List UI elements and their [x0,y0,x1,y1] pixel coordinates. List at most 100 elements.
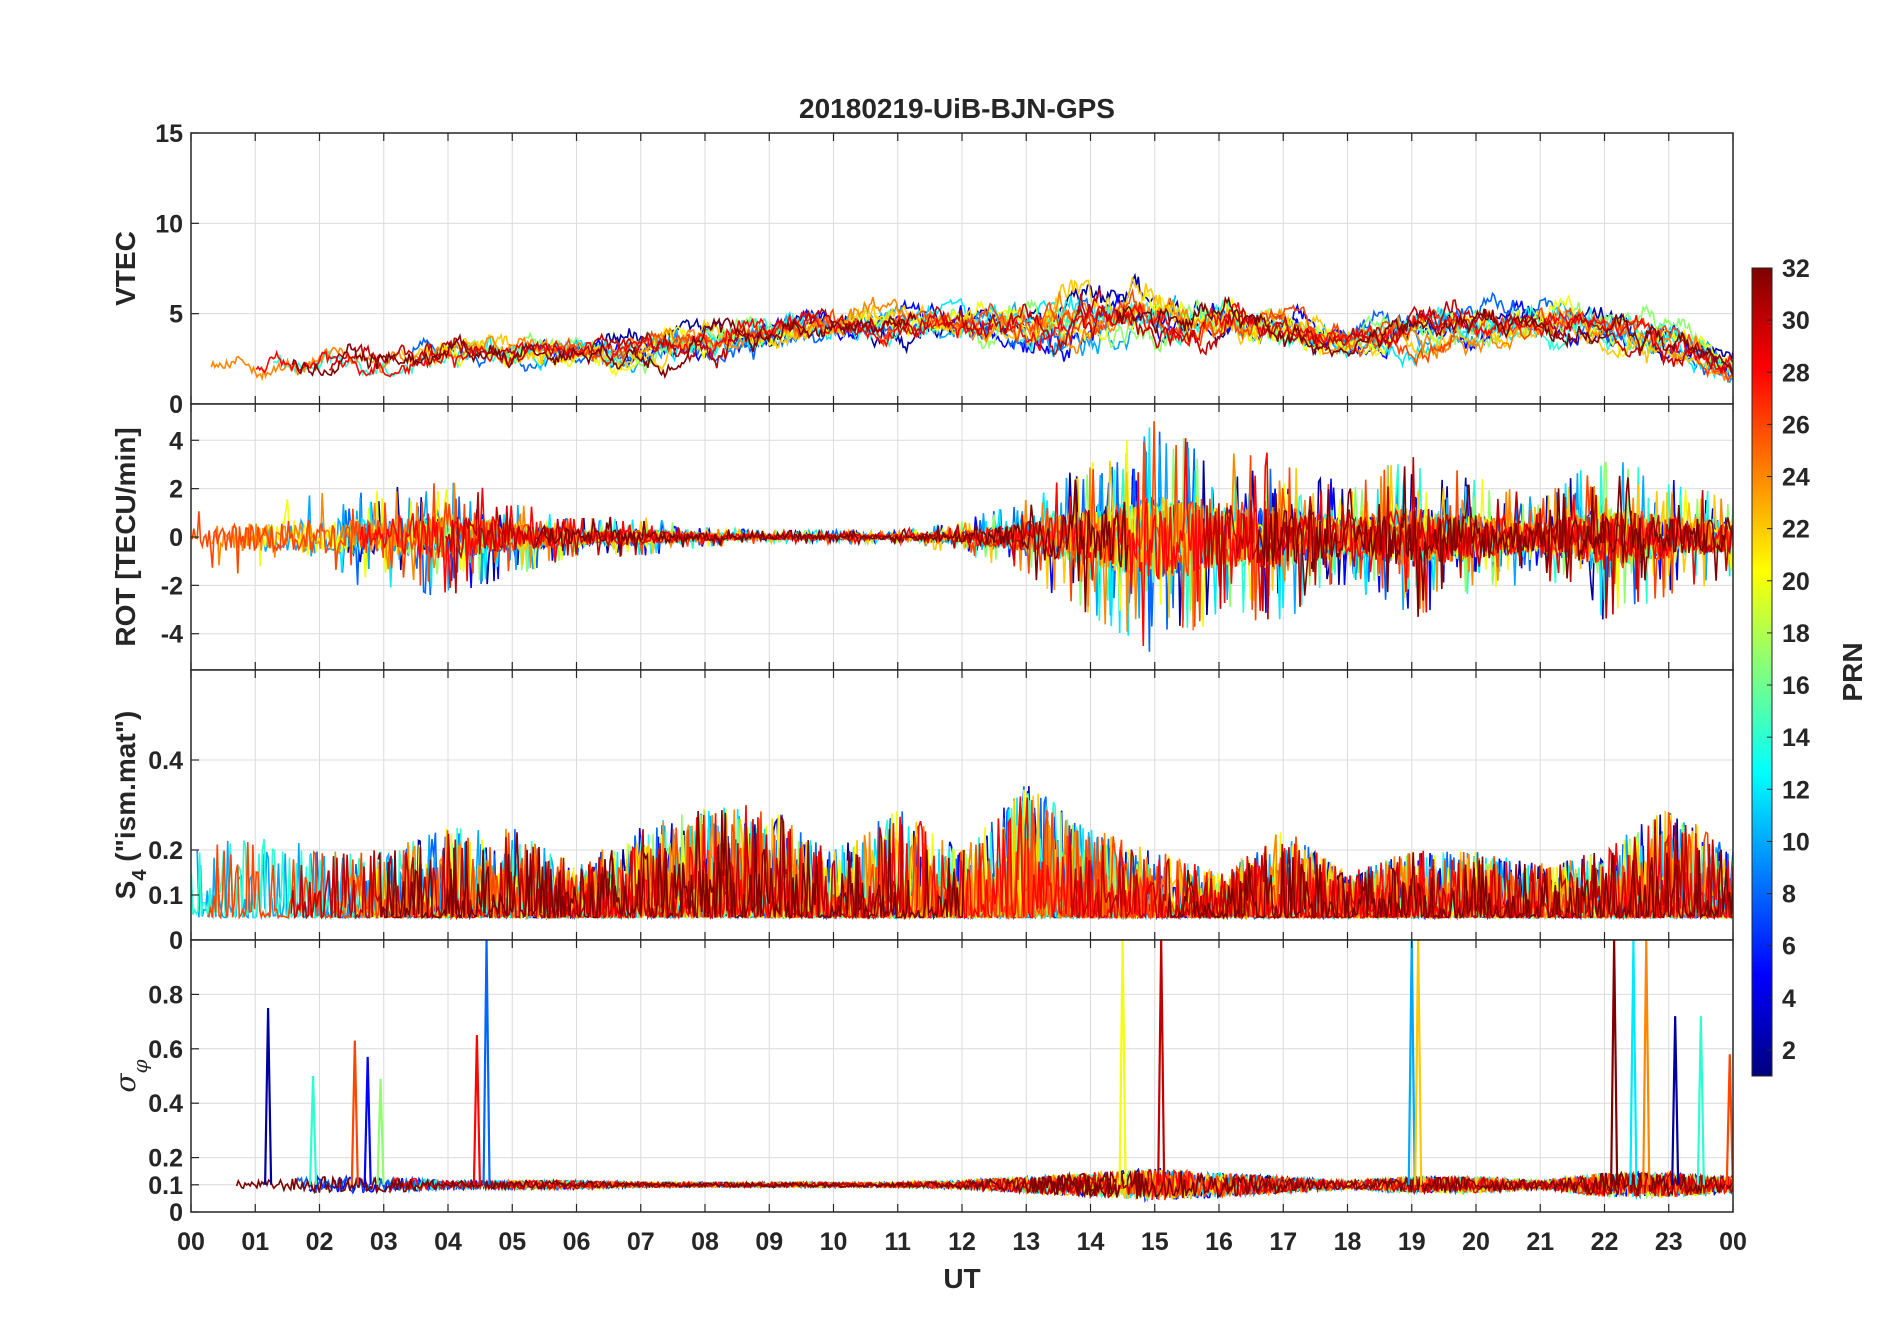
spike [308,1075,318,1185]
colorbar [1751,267,1773,1077]
x-tick-label: 06 [563,1228,591,1256]
y-tick-label: 0.6 [148,1036,183,1064]
x-tick-label: 04 [434,1228,462,1256]
x-tick-label: 01 [241,1228,269,1256]
colorbar-tick-label: 22 [1782,516,1810,544]
spike [1671,1016,1680,1185]
panel-4: 00.10.2 0.4 0.6 0.8 σφ [109,939,1734,1227]
series-line-prn-32 [291,295,1733,379]
colorbar-tick-label: 12 [1782,776,1810,804]
series-line-prn-32 [235,1170,1733,1199]
y-tick-label: 0 [169,524,183,552]
x-tick-label: 00 [177,1228,205,1256]
y-axis-label: σφ [109,1059,152,1092]
spike [376,1078,385,1185]
colorbar-tick-label: 4 [1782,985,1796,1013]
y-tick-label: 0.1 [148,1172,183,1200]
y-tick-label: 0.4 [148,747,183,775]
colorbar-tick-label: 16 [1782,672,1810,700]
colorbar-label: PRN [1837,642,1868,701]
y-tick-label: 0.4 [148,1090,183,1118]
x-tick-label: 19 [1398,1228,1426,1256]
x-axis-label: UT [943,1263,980,1294]
x-tick-label: 18 [1334,1228,1362,1256]
spike [363,1056,372,1185]
chart-title: 20180219-UiB-BJN-GPS [799,93,1115,124]
series-group [235,940,1733,1204]
colorbar-tick-label: 6 [1782,933,1796,961]
x-tick-label: 15 [1141,1228,1169,1256]
x-tick-label: 13 [1012,1228,1040,1256]
y-tick-label: 0.8 [148,981,183,1009]
spike [472,1035,482,1185]
y-tick-label: 0 [169,391,183,419]
panel-2: -4 -2 0 2 4 ROT [TECU/min] [110,403,1734,671]
y-axis-label: S4 ("ism.mat") [110,711,151,900]
x-tick-label: 09 [755,1228,783,1256]
spike [1118,940,1127,1185]
y-tick-label: 0 [169,927,183,955]
x-tick-label: 05 [498,1228,526,1256]
x-tick-label: 02 [306,1228,334,1256]
y-tick-label: 4 [169,427,183,455]
colorbar-tick-label: 10 [1782,828,1810,856]
spike [350,1040,359,1185]
series-group [191,421,1733,652]
y-tick-label: 0 [169,1199,183,1227]
y-axis-label: VTEC [110,231,141,306]
spike [1642,940,1651,1185]
spike [1414,940,1423,1185]
spike [1725,1054,1733,1185]
spike [264,1007,273,1185]
x-tick-label: 03 [370,1228,398,1256]
y-tick-label: -2 [161,572,183,600]
spike [1157,940,1166,1185]
y-tick-label: -4 [161,621,183,649]
colorbar-tick-label: 24 [1782,464,1810,492]
panel-1: 0 5 10 15 VTEC [110,120,1734,419]
y-tick-label: 0.1 [148,882,183,910]
y-tick-label: 10 [155,210,183,238]
series-line-prn-32 [377,810,1733,921]
colorbar-tick-label: 26 [1782,411,1810,439]
colorbar-tick-label: 28 [1782,359,1810,387]
x-tick-label: 00 [1719,1228,1747,1256]
spike [1610,940,1619,1185]
colorbar-tick-label: 20 [1782,568,1810,596]
series-group [191,786,1733,921]
x-tick-label: 23 [1655,1228,1683,1256]
y-tick-label: 0.2 [148,837,183,865]
spike [1629,940,1638,1185]
colorbar-tick-label: 32 [1782,255,1810,283]
y-tick-label: 2 [169,476,183,504]
series-line-prn-28 [255,301,1733,378]
y-tick-label: 15 [155,120,183,148]
spike [1407,940,1416,1185]
series-group [210,272,1733,384]
y-tick-label: 0.2 [148,1145,183,1173]
series-line-prn-32 [535,466,1733,617]
x-tick-label: 17 [1269,1228,1297,1256]
x-tick-label: 07 [627,1228,655,1256]
colorbar-tick-label: 30 [1782,307,1810,335]
x-tick-label: 21 [1526,1228,1554,1256]
spike [482,940,491,1185]
spike [1696,1016,1705,1185]
y-axis-label: ROT [TECU/min] [110,427,141,646]
colorbar-tick-label: 18 [1782,620,1810,648]
panel-3: 0 0.1 0.2 0.4S4 ("ism.mat") [110,669,1734,955]
x-tick-label: 11 [885,1228,912,1256]
series-line-prn-30 [445,457,1733,620]
x-tick-label: 12 [948,1228,976,1256]
x-tick-label: 14 [1077,1228,1105,1256]
x-tick-label: 22 [1591,1228,1619,1256]
x-tick-label: 20 [1462,1228,1490,1256]
colorbar-tick-label: 2 [1782,1037,1796,1065]
x-tick-label: 16 [1205,1228,1233,1256]
y-tick-label: 5 [169,301,183,329]
colorbar-tick-label: 8 [1782,881,1796,909]
x-tick-label: 08 [691,1228,719,1256]
x-tick-label: 10 [820,1228,848,1256]
colorbar-tick-label: 14 [1782,724,1810,752]
